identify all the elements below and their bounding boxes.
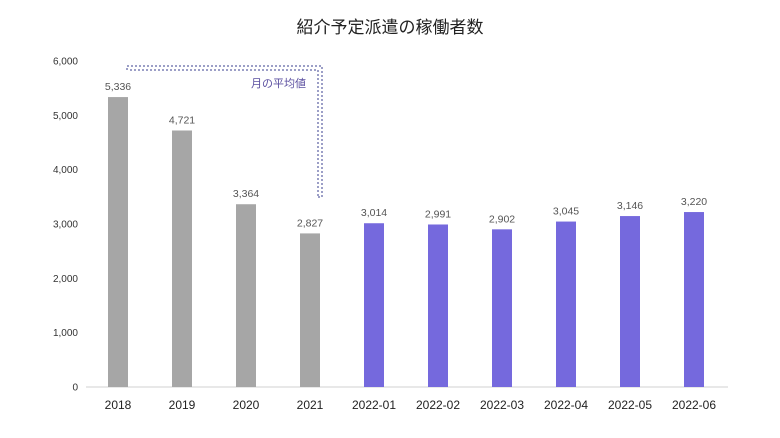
data-label-2018: 5,336: [105, 81, 131, 93]
x-tick-label: 2022-05: [608, 398, 652, 412]
data-label-2022-02: 2,991: [425, 208, 451, 220]
y-tick-label: 4,000: [53, 165, 78, 176]
annotation-label: 月の平均値: [251, 77, 306, 90]
x-tick-label: 2021: [297, 398, 324, 412]
x-tick-label: 2019: [169, 398, 196, 412]
bar-2022-01: [364, 223, 384, 387]
data-label-2022-04: 3,045: [553, 206, 579, 218]
data-label-2021: 2,827: [297, 217, 323, 229]
data-label-2019: 4,721: [169, 114, 195, 126]
chart-title: 紹介予定派遣の稼働者数: [297, 18, 484, 38]
bar-2018: [108, 97, 128, 387]
x-tick-label: 2018: [105, 398, 132, 412]
bar-2022-03: [492, 229, 512, 387]
y-tick-label: 1,000: [53, 328, 78, 339]
bar-2022-02: [428, 224, 448, 387]
y-tick-label: 5,000: [53, 111, 78, 122]
data-label-2022-01: 3,014: [361, 207, 387, 219]
data-labels: 5,336 4,721 3,364 2,827 3,014 2,991 2,902 3,045…: [105, 81, 707, 229]
y-tick-label: 3,000: [53, 220, 78, 231]
x-tick-label: 2022-06: [672, 398, 716, 412]
y-tick-label: 2,000: [53, 274, 78, 285]
data-label-2022-05: 3,146: [617, 200, 643, 212]
x-tick-label: 2022-03: [480, 398, 524, 412]
x-tick-label: 2020: [233, 398, 260, 412]
bar-2022-06: [684, 212, 704, 387]
bar-2019: [172, 130, 192, 387]
data-label-2020: 3,364: [233, 188, 259, 200]
bar-2021: [300, 233, 320, 387]
bar-2020: [236, 204, 256, 387]
bar-2022-05: [620, 216, 640, 387]
x-tick-label: 2022-01: [352, 398, 396, 412]
bar-2022-04: [556, 221, 576, 387]
bars: [108, 97, 704, 387]
data-label-2022-06: 3,220: [681, 196, 707, 208]
x-tick-label: 2022-04: [544, 398, 588, 412]
y-axis: 0 1,000 2,000 3,000 4,000 5,000 6,000: [53, 57, 78, 394]
data-label-2022-03: 2,902: [489, 213, 515, 225]
annotation-bracket-inner: [130, 69, 319, 197]
x-tick-label: 2022-02: [416, 398, 460, 412]
y-tick-label: 0: [72, 383, 78, 394]
x-axis: 2018 2019 2020 2021 2022-01 2022-02 2022-03 202…: [105, 398, 717, 412]
y-tick-label: 6,000: [53, 57, 78, 68]
